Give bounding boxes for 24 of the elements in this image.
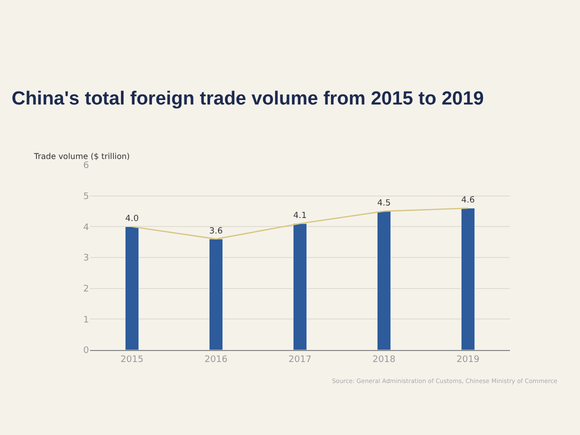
data-label: 3.6 bbox=[209, 225, 223, 236]
x-tick-label: 2018 bbox=[372, 354, 396, 365]
bar bbox=[377, 211, 391, 350]
bar bbox=[125, 226, 139, 350]
y-tick-label: 6 bbox=[83, 161, 90, 172]
data-label: 4.5 bbox=[377, 198, 391, 208]
y-tick-label: 0 bbox=[83, 346, 90, 356]
bar bbox=[461, 208, 475, 350]
y-tick-label: 3 bbox=[83, 254, 89, 264]
bar bbox=[209, 238, 223, 350]
y-tick-label: 4 bbox=[83, 222, 90, 233]
bar bbox=[293, 223, 307, 350]
y-tick-label: 1 bbox=[83, 315, 89, 326]
data-label: 4.0 bbox=[125, 213, 139, 224]
x-tick-label: 2015 bbox=[120, 354, 144, 365]
x-tick-label: 2016 bbox=[204, 354, 228, 365]
y-tick-label: 2 bbox=[83, 284, 89, 294]
data-label: 4.6 bbox=[461, 194, 475, 205]
x-tick-label: 2019 bbox=[456, 354, 480, 365]
y-axis-title: Trade volume ($ trillion) bbox=[33, 152, 130, 161]
y-tick-label: 5 bbox=[83, 192, 89, 202]
data-label: 4.1 bbox=[293, 210, 307, 220]
x-tick-label: 2017 bbox=[288, 354, 312, 365]
chart-title: China's total foreign trade volume from 2015 to 2019 bbox=[12, 88, 484, 110]
